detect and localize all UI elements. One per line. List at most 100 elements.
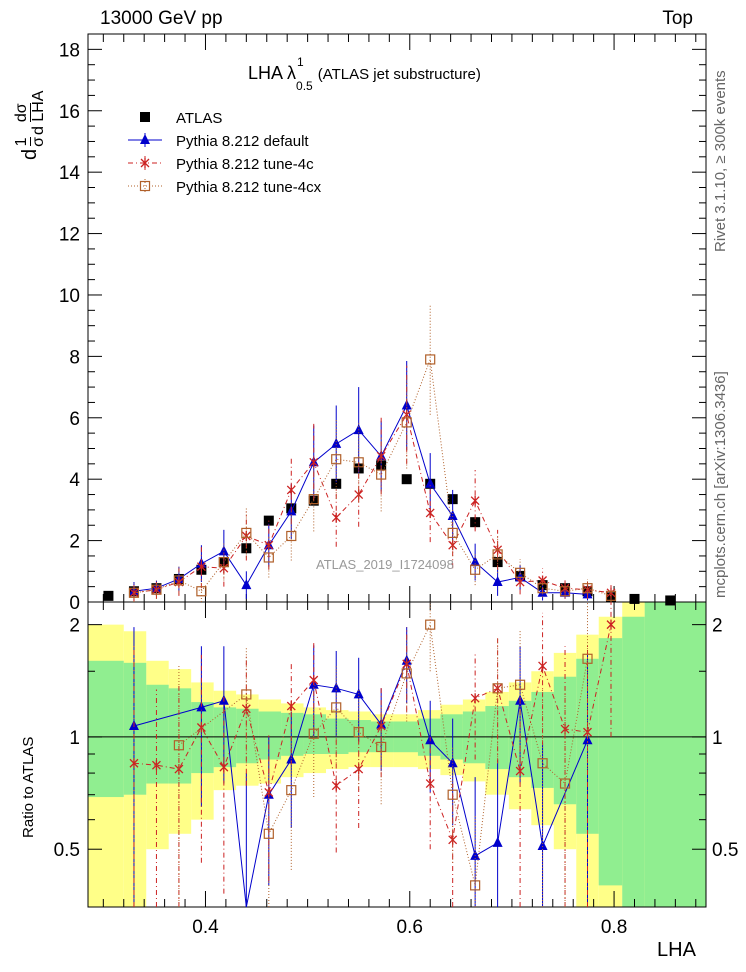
legend-marker-data: [140, 112, 150, 122]
main-point-tune4cx: [128, 587, 140, 598]
ratio-point-tune4cx: [537, 758, 548, 769]
ratio-xtick-label: 0.8: [601, 917, 627, 938]
ratio-point-tune4cx: [470, 880, 481, 891]
ratio-point-tune4c: [331, 780, 341, 791]
plot-title-tail: (ATLAS jet substructure): [317, 66, 481, 83]
green-band-bin: [281, 712, 304, 756]
ratio-point-tune4cx: [331, 702, 342, 713]
main-point-tune4cx: [151, 584, 162, 595]
main-point-tune4cx: [514, 567, 526, 578]
ylabel-frac1-num: 1: [13, 137, 31, 147]
ratio-ytick-label: 0.5: [54, 840, 80, 861]
main-point-tune4cx: [470, 564, 481, 575]
main-ytick-label: 4: [69, 470, 80, 491]
ratio-point-default: [537, 840, 548, 851]
main-point-tune4cx: [331, 454, 342, 465]
legend-label: Pythia 8.212 tune-4c: [176, 156, 314, 173]
main-point-tune4cx: [241, 527, 252, 539]
legend-marker-tune4cx: [139, 180, 151, 192]
main-point-tune4c: [264, 540, 274, 551]
ratio-point-tune4c: [309, 675, 319, 686]
ratio-point-tune4c: [151, 760, 161, 771]
ratio-point-tune4c: [129, 758, 139, 769]
main-point-tune4cx: [263, 552, 274, 563]
ratio-point-tune4cx: [308, 728, 319, 739]
plot-title-sup: 1: [297, 55, 304, 69]
green-band-bin: [146, 684, 169, 784]
ratio-frame: [87, 601, 707, 908]
main-point-tune4cx: [401, 417, 412, 428]
main-point-tune4cx: [218, 556, 229, 568]
ratio-point-tune4cx: [447, 789, 458, 800]
main-point-tune4c: [196, 561, 206, 572]
main-point-tune4c: [286, 484, 296, 495]
legend-label: Pythia 8.212 default: [176, 133, 309, 150]
ratio-point-tune4cx: [492, 683, 503, 694]
main-point-data: [629, 593, 640, 604]
legend-label: Pythia 8.212 tune-4cx: [176, 179, 322, 196]
ratio-point-tune4c: [470, 693, 480, 704]
main-point-tune4cx: [559, 586, 571, 597]
x-axis-label: LHA: [657, 939, 696, 961]
green-band-bin: [258, 711, 282, 760]
main-point-default: [425, 477, 436, 488]
main-point-data: [103, 590, 114, 601]
main-point-tune4cx: [308, 494, 319, 505]
ratio-point-tune4c: [425, 778, 435, 789]
ratio-xtick-label: 0.6: [397, 917, 423, 938]
ratio-point-tune4c: [538, 660, 548, 671]
main-point-tune4cx: [447, 527, 458, 539]
main-y-axis-label: d 1 σ dσ d LHA: [13, 91, 47, 160]
ratio-point-tune4cx: [241, 689, 252, 700]
ylabel-frac2-num: dσ: [13, 103, 31, 123]
plot-title-main: LHA λ: [248, 63, 297, 83]
data-marks: [103, 304, 676, 908]
main-point-tune4cx: [173, 575, 185, 586]
ylabel-prefix: d: [18, 148, 41, 160]
main-point-tune4c: [448, 540, 458, 551]
legend: ATLAS Pythia 8.212 default Pythia 8.212 tu…: [128, 110, 322, 196]
main-point-tune4cx: [425, 354, 436, 365]
ylabel-frac1-den: σ: [30, 137, 47, 147]
main-point-data: [401, 474, 412, 485]
main-point-tune4cx: [537, 583, 548, 594]
ratio-xtick-label: 0.4: [192, 917, 219, 938]
main-ytick-label: 0: [69, 593, 80, 614]
green-band-bin: [598, 638, 623, 886]
plot-title: LHA λ 1 0.5 (ATLAS jet substructure): [248, 55, 481, 93]
main-point-tune4c: [331, 512, 341, 523]
ratio-point-tune4cx: [425, 619, 436, 630]
ratio-ytick-label-right: 2: [712, 616, 723, 637]
analysis-watermark: ATLAS_2019_I1724098: [316, 557, 454, 572]
main-ytick-label: 2: [69, 532, 80, 553]
rivet-label: Rivet 3.1.10, ≥ 300k events: [712, 70, 729, 252]
main-plot-area: 0 2 4 6 8 10 12 14 16 18: [59, 33, 707, 614]
mcplots-label: mcplots.cern.ch [arXiv:1306.3436]: [712, 371, 729, 598]
ratio-point-default: [470, 849, 481, 860]
main-line-tune4c: [133, 413, 612, 594]
main-point-default: [331, 437, 342, 448]
main-point-default: [241, 579, 252, 590]
plot-title-sub: 0.5: [296, 78, 313, 93]
main-point-tune4cx: [582, 583, 593, 594]
ratio-point-default: [492, 836, 503, 847]
main-ytick-label: 12: [59, 225, 80, 246]
main-point-tune4cx: [353, 457, 364, 468]
main-point-data: [665, 595, 676, 606]
ratio-point-tune4c: [448, 834, 458, 845]
ratio-point-tune4cx: [582, 653, 593, 664]
ratio-uncertainty-bands: [88, 602, 706, 907]
ratio-line-tune4c: [133, 624, 612, 842]
ratio-point-tune4c: [606, 619, 616, 630]
green-band-bin: [485, 706, 509, 770]
green-band-bin: [88, 660, 124, 798]
ratio-ytick-label-right: 0.5: [712, 840, 738, 861]
legend-marker-default: [140, 134, 150, 144]
ratio-point-tune4c: [219, 762, 229, 773]
ratio-plot-area: 0.4 0.6 0.8 0.5 0.5 1 1 2 2: [54, 601, 738, 938]
ratio-point-tune4cx: [173, 740, 185, 751]
ratio-point-tune4cx: [286, 785, 297, 796]
main-point-default: [492, 576, 503, 587]
ratio-line-default: [133, 659, 588, 908]
